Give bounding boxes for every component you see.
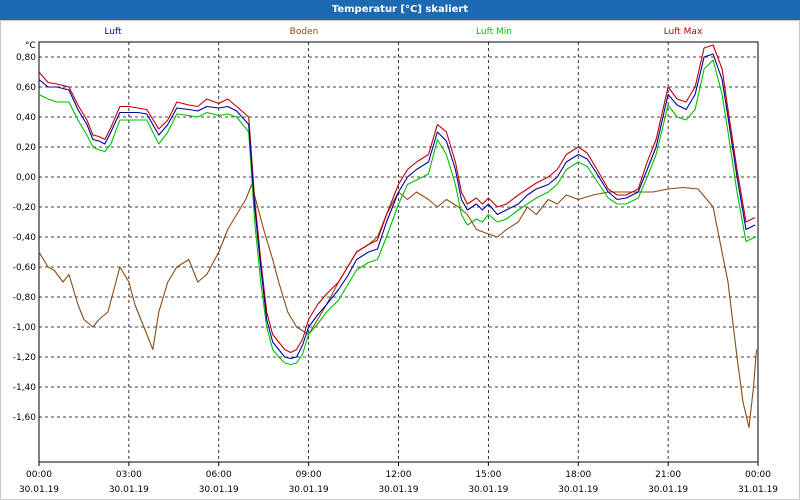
x-tick-time-label: 18:00 [565,470,591,480]
series-line-luft-min [38,59,756,366]
y-tick-label: -1,20 [13,353,37,363]
y-axis-unit-label: °C [25,41,36,51]
series-line-luft [38,53,756,360]
y-tick-label: -0,60 [13,263,37,273]
y-tick-label: -1,40 [13,383,37,393]
x-tick-date-label: 30.01.19 [378,485,418,495]
x-tick-time-label: 12:00 [386,470,412,480]
x-tick-date-label: 30.01.19 [558,485,598,495]
x-tick-time-label: 15:00 [475,470,501,480]
y-tick-label: 0,00 [16,173,36,183]
x-tick-date-label: 30.01.19 [19,485,59,495]
x-tick-time-label: 21:00 [655,470,681,480]
x-tick-time-label: 00:00 [26,470,52,480]
legend-boden: Boden [290,27,319,37]
y-tick-label: -1,00 [13,323,37,333]
x-tick-date-label: 30.01.19 [648,485,688,495]
y-tick-label: -1,60 [13,413,37,423]
x-tick-date-label: 30.01.19 [468,485,508,495]
x-tick-time-label: 09:00 [296,470,322,480]
legend-luft-max: Luft Max [664,27,703,37]
y-tick-label: -0,80 [13,293,37,303]
y-tick-label: -0,20 [13,203,37,213]
y-tick-label: -0,40 [13,233,37,243]
x-tick-date-label: 30.01.19 [199,485,239,495]
window-title: Temperatur [°C] skaliert [331,4,469,15]
series-line-boden [38,183,758,429]
x-tick-date-label: 31.01.19 [738,485,778,495]
y-tick-label: 0,60 [16,83,36,93]
legend-luft-min: Luft Min [476,27,512,37]
legend-luft: Luft [104,27,122,37]
y-tick-label: 0,80 [16,53,36,63]
x-tick-date-label: 30.01.19 [289,485,329,495]
y-tick-label: 0,20 [16,143,36,153]
y-tick-label: 0,40 [16,113,36,123]
x-tick-time-label: 06:00 [206,470,232,480]
x-tick-date-label: 30.01.19 [109,485,149,495]
x-tick-time-label: 03:00 [116,470,142,480]
x-tick-time-label: 00:00 [745,470,771,480]
series-line-luft-max [38,44,756,354]
